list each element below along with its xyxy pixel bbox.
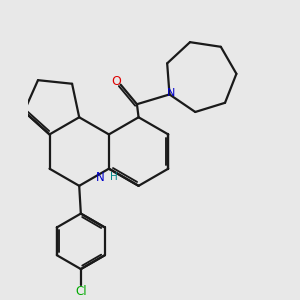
Text: N: N: [96, 171, 105, 184]
Text: H: H: [110, 172, 118, 182]
Text: Cl: Cl: [75, 285, 87, 298]
Text: N: N: [167, 88, 175, 98]
Text: O: O: [111, 75, 121, 88]
